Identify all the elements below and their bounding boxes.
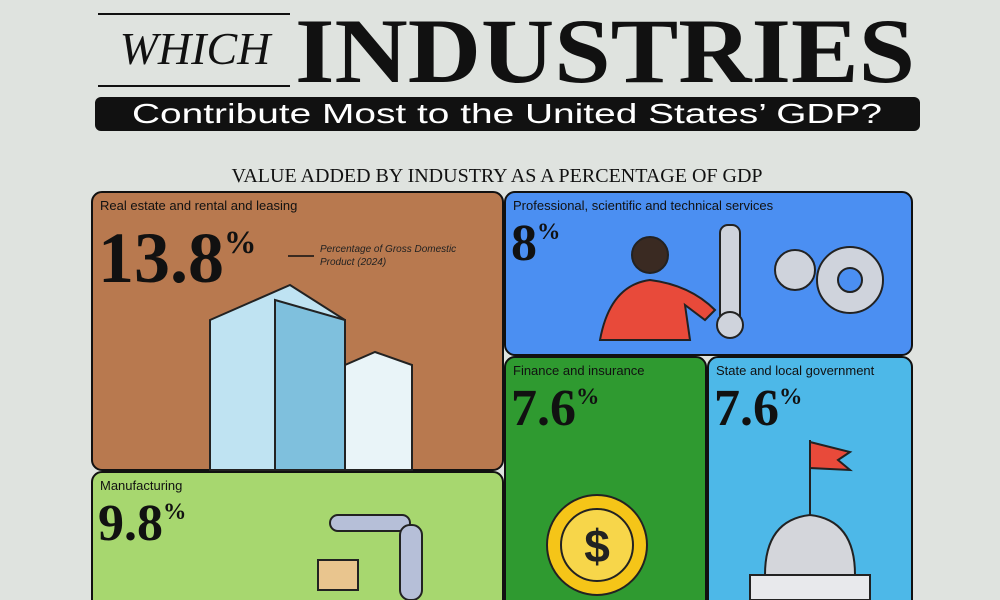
person-head xyxy=(631,236,669,274)
flag xyxy=(809,440,853,472)
gear-hole xyxy=(837,267,863,293)
capitol-base xyxy=(749,574,871,600)
box xyxy=(317,559,359,591)
tile-label: Manufacturing xyxy=(100,478,182,493)
value-label: 8% xyxy=(511,215,560,272)
value-label: 13.8% xyxy=(98,218,256,298)
title: INDUSTRIES xyxy=(295,0,915,102)
dollar-sign: $ xyxy=(584,520,610,572)
coin-inner xyxy=(560,508,634,582)
tile-label: State and local government xyxy=(716,363,875,378)
building xyxy=(344,350,413,471)
robot-arm xyxy=(329,514,411,532)
building-side xyxy=(274,298,346,471)
value-label: 7.6% xyxy=(714,380,802,437)
illustrations: $ xyxy=(209,224,884,600)
tile-label: Professional, scientific and technical s… xyxy=(513,198,774,213)
value-label: 7.6% xyxy=(511,380,599,437)
robot-arm xyxy=(399,524,423,600)
value-label: 9.8% xyxy=(98,495,186,552)
dome xyxy=(763,513,857,576)
gear xyxy=(774,249,816,291)
subtitle-bar xyxy=(95,97,920,131)
person xyxy=(598,278,717,341)
annotation: Percentage of Gross Domestic Product (20… xyxy=(320,244,459,268)
title-prefix: WHICH xyxy=(120,23,274,74)
subtitle: Contribute Most to the United States’ GD… xyxy=(132,98,882,129)
tile-label: Real estate and rental and leasing xyxy=(100,198,297,213)
wrench-end xyxy=(716,311,744,339)
chart-title: VALUE ADDED BY INDUSTRY AS A PERCENTAGE … xyxy=(231,165,762,187)
tile-label: Finance and insurance xyxy=(513,363,645,378)
